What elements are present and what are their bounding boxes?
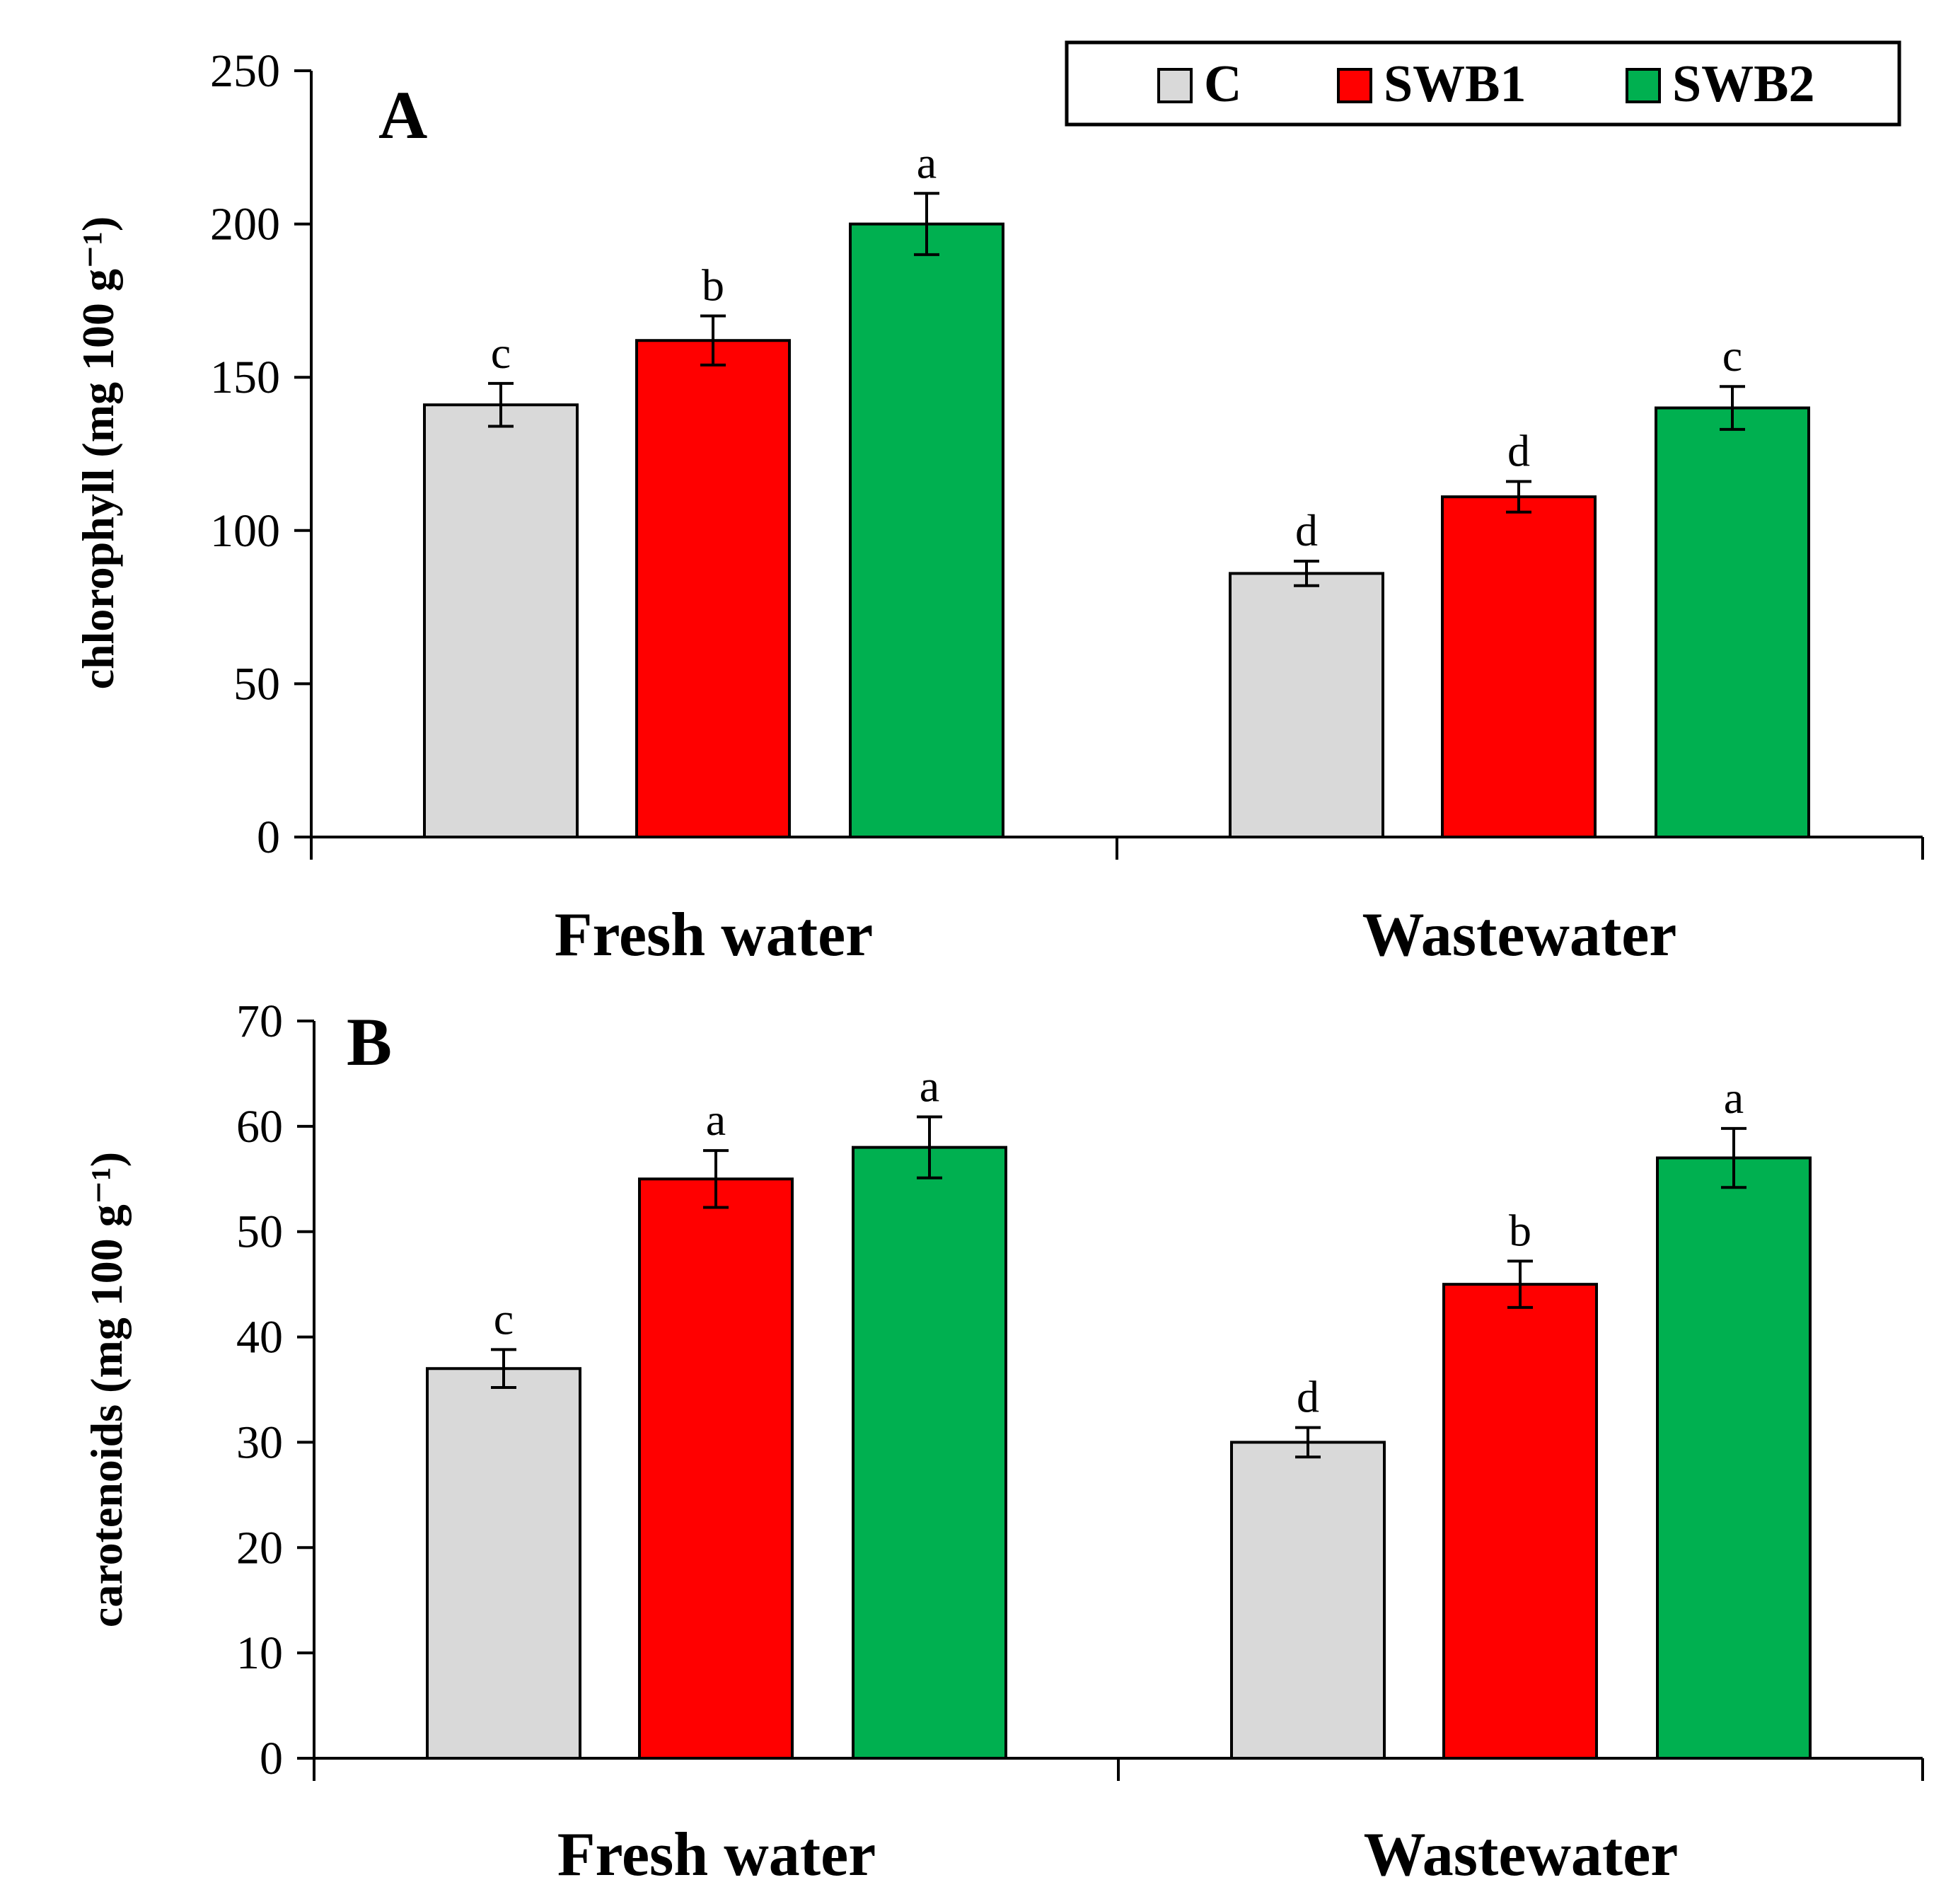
significance-letter: c xyxy=(494,1293,514,1344)
y-tick-label: 10 xyxy=(236,1627,283,1679)
bar-swb1 xyxy=(1441,495,1597,838)
y-tick-label: 0 xyxy=(260,1733,283,1784)
bar-swb1 xyxy=(1442,1283,1598,1760)
significance-letter: d xyxy=(1297,1372,1319,1422)
y-tick-label: 250 xyxy=(210,45,280,97)
x-category-label: Wastewater xyxy=(1364,1821,1679,1889)
y-tick-label: 40 xyxy=(236,1312,283,1363)
y-axis-label: chlorophyll (mg 100 g⁻¹) xyxy=(73,217,123,690)
bar-swb2 xyxy=(1656,1156,1812,1760)
y-tick-label: 50 xyxy=(236,1206,283,1258)
y-tick-label: 150 xyxy=(210,352,280,403)
bar-c xyxy=(426,1367,581,1760)
y-tick-label: 200 xyxy=(210,199,280,250)
bar-swb1 xyxy=(635,339,791,838)
legend-swatch-c xyxy=(1157,68,1193,103)
bar-c xyxy=(423,403,579,838)
y-tick-label: 100 xyxy=(210,505,280,557)
x-category-label: Fresh water xyxy=(557,1821,876,1889)
panel-letter: B xyxy=(347,1004,392,1080)
bar-swb2 xyxy=(849,222,1004,839)
significance-letter: d xyxy=(1295,505,1318,555)
y-tick-label: 70 xyxy=(236,996,283,1047)
legend-swatch-swb2 xyxy=(1626,68,1661,103)
bar-c xyxy=(1230,1441,1386,1760)
legend-label: C xyxy=(1204,55,1241,113)
y-tick-label: 50 xyxy=(233,658,280,710)
panel-letter: A xyxy=(378,77,427,153)
significance-letter: a xyxy=(920,1061,939,1111)
legend-label: SWB1 xyxy=(1384,55,1527,113)
y-tick-label: 60 xyxy=(236,1101,283,1153)
y-tick-label: 20 xyxy=(236,1522,283,1574)
x-category-label: Wastewater xyxy=(1362,901,1677,969)
bar-swb2 xyxy=(1655,406,1810,838)
y-axis-label: carotenoids (mg 100 g⁻¹) xyxy=(81,1152,132,1627)
bar-swb2 xyxy=(852,1146,1007,1760)
significance-letter: d xyxy=(1507,425,1530,475)
significance-letter: b xyxy=(702,260,724,311)
bar-c xyxy=(1229,572,1384,838)
bar-swb1 xyxy=(638,1177,794,1760)
significance-letter: a xyxy=(917,137,937,187)
legend: C SWB1 SWB2 xyxy=(1065,40,1901,127)
y-tick-label: 0 xyxy=(257,812,280,863)
y-tick-label: 30 xyxy=(236,1417,283,1468)
panel-b-chart: 0 10 20 30 40 50 60 70 Fresh water Wastewater c d a b… xyxy=(81,996,1924,1889)
legend-swatch-swb1 xyxy=(1337,68,1372,103)
x-category-label: Fresh water xyxy=(555,901,873,969)
panel-a-chart: 0 50 100 150 200 250 Fresh water Wastewater c d b d… xyxy=(73,45,1924,969)
significance-letter: b xyxy=(1509,1205,1531,1255)
significance-letter: c xyxy=(1722,330,1742,381)
legend-label: SWB2 xyxy=(1672,55,1815,113)
legend-box xyxy=(1065,40,1901,127)
significance-letter: c xyxy=(491,328,511,378)
significance-letter: a xyxy=(1724,1073,1744,1123)
significance-letter: a xyxy=(706,1095,726,1145)
